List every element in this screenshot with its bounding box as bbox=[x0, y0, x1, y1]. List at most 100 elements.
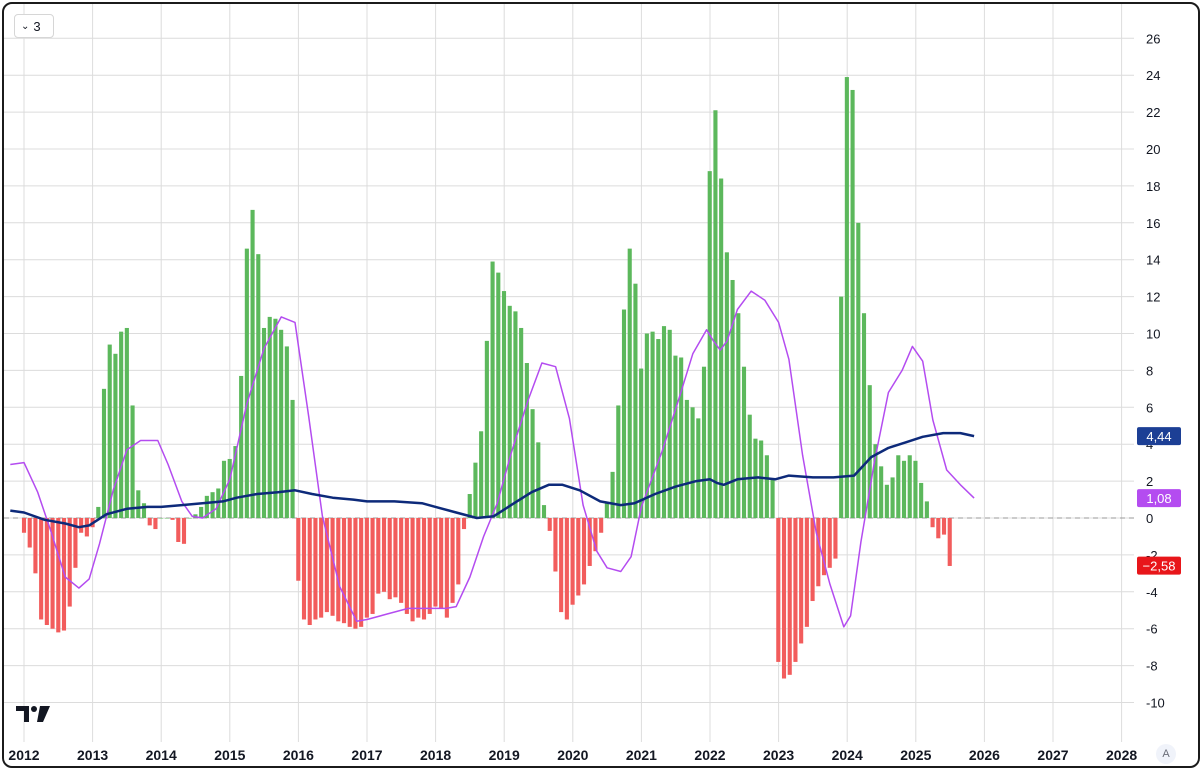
histogram-bar[interactable] bbox=[273, 318, 278, 518]
histogram-bar[interactable] bbox=[804, 518, 809, 627]
histogram-bar[interactable] bbox=[330, 518, 335, 616]
histogram-bar[interactable] bbox=[433, 518, 438, 607]
histogram-bar[interactable] bbox=[604, 503, 609, 518]
histogram-bar[interactable] bbox=[130, 405, 135, 518]
histogram-bar[interactable] bbox=[399, 518, 404, 603]
histogram-bar[interactable] bbox=[21, 518, 27, 533]
histogram-bar[interactable] bbox=[770, 479, 775, 518]
histogram-bar[interactable] bbox=[930, 518, 935, 528]
histogram-bar[interactable] bbox=[244, 248, 249, 518]
histogram-bar[interactable] bbox=[181, 518, 187, 544]
histogram-bar[interactable] bbox=[696, 418, 701, 518]
histogram-bar[interactable] bbox=[741, 366, 747, 518]
histogram-bar[interactable] bbox=[593, 518, 598, 552]
histogram-bar[interactable] bbox=[233, 446, 238, 518]
histogram-bar[interactable] bbox=[821, 518, 827, 576]
histogram-bar[interactable] bbox=[416, 518, 421, 618]
histogram-bar[interactable] bbox=[450, 518, 455, 603]
histogram-bar[interactable] bbox=[79, 518, 84, 533]
histogram-bar[interactable] bbox=[187, 518, 192, 519]
histogram-bar[interactable] bbox=[856, 222, 861, 519]
histogram-bar[interactable] bbox=[570, 518, 575, 605]
histogram-bar[interactable] bbox=[370, 518, 375, 614]
histogram-bar[interactable] bbox=[119, 331, 124, 518]
histogram-bar[interactable] bbox=[896, 455, 901, 518]
histogram-bar[interactable] bbox=[353, 518, 358, 629]
histogram-bar[interactable] bbox=[924, 501, 929, 518]
histogram-bar[interactable] bbox=[759, 440, 764, 518]
histogram-bar[interactable] bbox=[147, 518, 152, 526]
histogram-bar[interactable] bbox=[141, 503, 147, 518]
histogram-bar[interactable] bbox=[816, 518, 821, 587]
histogram-bar[interactable] bbox=[307, 518, 312, 626]
histogram-bar[interactable] bbox=[267, 316, 272, 518]
histogram-bar[interactable] bbox=[639, 368, 644, 518]
histogram-bar[interactable] bbox=[541, 505, 547, 518]
histogram-bar[interactable] bbox=[884, 484, 889, 518]
histogram-bar[interactable] bbox=[844, 77, 849, 519]
histogram-bar[interactable] bbox=[204, 495, 209, 518]
histogram-bar[interactable] bbox=[404, 518, 409, 614]
histogram-bar[interactable] bbox=[536, 442, 541, 518]
histogram-bar[interactable] bbox=[136, 490, 141, 518]
histogram-bar[interactable] bbox=[690, 407, 695, 518]
histogram-bar[interactable] bbox=[707, 171, 712, 518]
histogram-bar[interactable] bbox=[176, 518, 181, 542]
histogram-bar[interactable] bbox=[381, 518, 387, 592]
histogram-bar[interactable] bbox=[890, 477, 895, 518]
histogram-bar[interactable] bbox=[764, 455, 769, 518]
histogram-bar[interactable] bbox=[501, 291, 507, 518]
histogram-bar[interactable] bbox=[113, 353, 118, 518]
histogram-bar[interactable] bbox=[101, 388, 107, 518]
histogram-bar[interactable] bbox=[393, 518, 398, 598]
histogram-bar[interactable] bbox=[159, 518, 164, 519]
histogram-bar[interactable] bbox=[73, 518, 78, 568]
histogram-bar[interactable] bbox=[644, 333, 649, 519]
chart-canvas[interactable]: 26242220181614121086420-2-4-6-8-10201220… bbox=[4, 4, 1198, 766]
histogram-bar[interactable] bbox=[587, 518, 592, 566]
histogram-bar[interactable] bbox=[947, 518, 952, 566]
histogram-bar[interactable] bbox=[627, 248, 632, 518]
histogram-bar[interactable] bbox=[227, 458, 232, 518]
histogram-bar[interactable] bbox=[301, 518, 307, 620]
histogram-bar[interactable] bbox=[553, 518, 558, 572]
histogram-bar[interactable] bbox=[164, 518, 169, 519]
histogram-bar[interactable] bbox=[250, 209, 255, 518]
histogram-bar[interactable] bbox=[67, 518, 72, 607]
histogram-bar[interactable] bbox=[261, 327, 267, 518]
signal-line[interactable] bbox=[10, 290, 975, 628]
histogram-bar[interactable] bbox=[347, 518, 352, 627]
histogram-bar[interactable] bbox=[713, 110, 718, 518]
histogram-bar[interactable] bbox=[96, 506, 101, 518]
histogram-bar[interactable] bbox=[524, 363, 529, 518]
histogram-bar[interactable] bbox=[496, 272, 501, 518]
histogram-bar[interactable] bbox=[559, 518, 564, 613]
histogram-bar[interactable] bbox=[799, 518, 804, 644]
histogram-bar[interactable] bbox=[461, 518, 467, 530]
histogram-bar[interactable] bbox=[684, 399, 689, 518]
average-line[interactable] bbox=[10, 431, 975, 529]
histogram-bar[interactable] bbox=[507, 305, 512, 518]
histogram-bar[interactable] bbox=[359, 518, 364, 627]
histogram-bar[interactable] bbox=[210, 492, 215, 518]
histogram-bar[interactable] bbox=[39, 518, 44, 620]
histogram-bar[interactable] bbox=[324, 518, 329, 613]
histogram-bar[interactable] bbox=[490, 261, 495, 518]
histogram-bar[interactable] bbox=[530, 409, 535, 518]
histogram-bar[interactable] bbox=[919, 482, 924, 518]
histogram-bar[interactable] bbox=[376, 518, 381, 594]
histogram-bar[interactable] bbox=[850, 89, 855, 519]
histogram-bar[interactable] bbox=[439, 518, 444, 609]
histogram-bar[interactable] bbox=[701, 366, 707, 518]
histogram-bar[interactable] bbox=[913, 460, 918, 518]
histogram-bar[interactable] bbox=[256, 254, 261, 519]
histogram-bar[interactable] bbox=[467, 494, 472, 518]
histogram-bar[interactable] bbox=[473, 462, 478, 518]
histogram-bar[interactable] bbox=[427, 518, 432, 614]
histogram-bar[interactable] bbox=[484, 340, 489, 518]
histogram-bar[interactable] bbox=[387, 518, 392, 600]
histogram-bar[interactable] bbox=[319, 518, 324, 618]
histogram-bar[interactable] bbox=[867, 385, 872, 518]
histogram-bar[interactable] bbox=[873, 444, 878, 518]
histogram-bar[interactable] bbox=[673, 355, 678, 518]
